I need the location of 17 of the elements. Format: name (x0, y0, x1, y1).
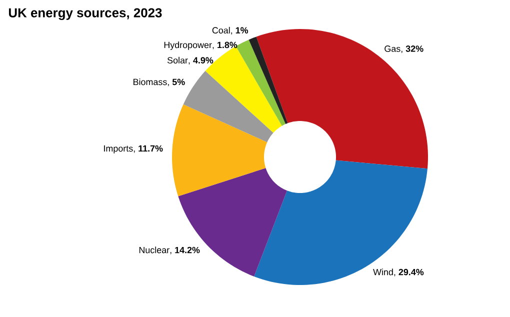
slice-label: Solar (167, 56, 188, 64)
slice-label: Coal (212, 26, 230, 34)
data-label: , 1% (231, 27, 248, 35)
data-label: , 32% (401, 46, 424, 53)
slice-label: Imports (104, 145, 133, 154)
data-label: , 5% (168, 78, 185, 86)
slice-label: Nuclear (139, 246, 170, 254)
data-label: , 29.4% (394, 268, 424, 276)
data-label: , 11.7% (134, 145, 163, 153)
data-label: , 1.8% (212, 42, 238, 50)
chart-title: UK energy sources, 2023 (8, 8, 162, 20)
slice-label: Wind (373, 268, 393, 276)
slice-label: Biomass (134, 78, 167, 86)
data-label: , 4.9% (188, 57, 214, 65)
data-label: , 14.2% (170, 246, 200, 254)
slice-label: Gas (384, 46, 400, 52)
slice-label: Hydropower (164, 42, 212, 50)
